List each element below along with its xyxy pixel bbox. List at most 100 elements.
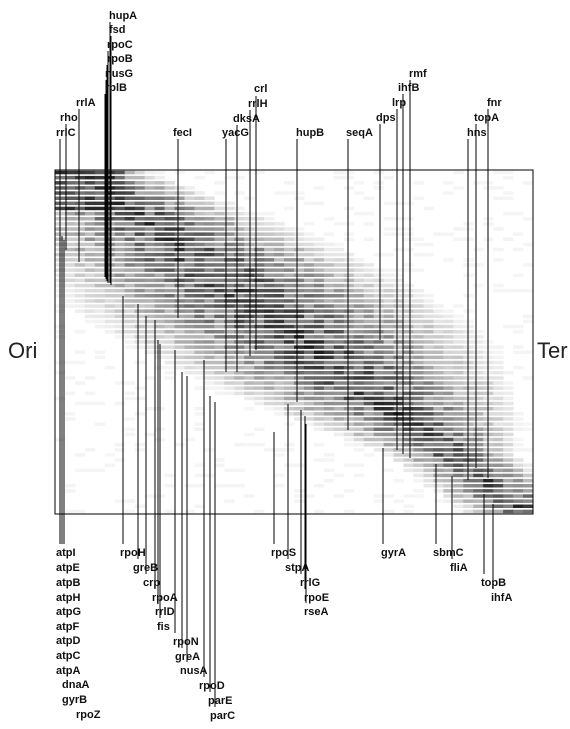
heatmap-cell	[204, 294, 215, 298]
heatmap-cell	[423, 386, 434, 390]
heatmap-cell	[363, 319, 375, 324]
heatmap-cell	[513, 437, 524, 442]
heatmap-cell	[433, 350, 444, 354]
heatmap-cell	[74, 401, 86, 406]
heatmap-cell	[65, 181, 76, 185]
heatmap-cell	[234, 258, 245, 262]
heatmap-cell	[353, 299, 365, 303]
heatmap-cell	[383, 401, 394, 406]
gene-label-rpoS: rpoS	[271, 547, 296, 559]
heatmap-cell	[373, 407, 385, 411]
heatmap-cell	[333, 330, 345, 334]
heatmap-cell	[174, 237, 185, 241]
heatmap-cell	[363, 324, 375, 329]
heatmap-cell	[294, 283, 305, 288]
heatmap-cell	[194, 330, 205, 334]
heatmap-cell	[214, 294, 225, 298]
heatmap-cell	[114, 222, 126, 226]
heatmap-cell	[513, 448, 524, 452]
heatmap-cell	[234, 360, 245, 365]
heatmap-cell	[304, 299, 315, 303]
heatmap-cell	[343, 437, 355, 442]
heatmap-cell	[214, 206, 225, 211]
heatmap-cell	[403, 263, 414, 267]
heatmap-cell	[134, 186, 146, 190]
heatmap-cell	[154, 191, 165, 195]
heatmap-cell	[264, 376, 275, 380]
heatmap-cell	[234, 335, 245, 339]
heatmap-cell	[194, 283, 205, 288]
heatmap-cell	[313, 324, 325, 329]
heatmap-cell	[433, 468, 444, 473]
heatmap-cell	[313, 283, 325, 288]
heatmap-cell	[134, 237, 146, 241]
heatmap-cell	[393, 407, 404, 411]
gene-label-hupB: hupB	[296, 127, 324, 139]
heatmap-cell	[254, 324, 265, 329]
heatmap-cell	[343, 206, 355, 211]
heatmap-cell	[373, 396, 385, 401]
heatmap-cell	[214, 237, 225, 241]
heatmap-cell	[343, 170, 355, 175]
heatmap-cell	[204, 360, 215, 365]
heatmap-cell	[403, 247, 414, 252]
heatmap-cell	[224, 242, 235, 247]
heatmap-cell	[184, 217, 195, 221]
heatmap-cell	[323, 360, 335, 365]
heatmap-cell	[234, 268, 245, 272]
heatmap-cell	[224, 319, 235, 324]
heatmap-cell	[433, 453, 444, 457]
heatmap-cell	[503, 324, 514, 329]
heatmap-cell	[294, 499, 305, 503]
gene-label-nusA: nusA	[180, 665, 208, 677]
heatmap-cell	[493, 365, 504, 370]
heatmap-cell	[84, 468, 96, 473]
heatmap-cell	[423, 309, 434, 313]
heatmap-cell	[224, 294, 235, 298]
heatmap-cell	[234, 350, 245, 354]
heatmap-cell	[184, 340, 195, 344]
ori-label: Ori	[8, 338, 37, 363]
heatmap-cell	[214, 304, 225, 308]
heatmap-cell	[244, 283, 255, 288]
heatmap-cell	[224, 499, 235, 503]
heatmap-cell	[343, 365, 355, 370]
heatmap-cell	[473, 499, 484, 503]
heatmap-cell	[433, 422, 444, 426]
heatmap-cell	[393, 432, 404, 437]
heatmap-cell	[403, 396, 414, 401]
heatmap-cell	[353, 448, 365, 452]
heatmap-cell	[304, 376, 315, 380]
heatmap-cell	[144, 283, 155, 288]
heatmap-cell	[413, 355, 424, 360]
heatmap-cell	[284, 381, 295, 385]
heatmap-cell	[114, 191, 126, 195]
heatmap-cell	[353, 371, 365, 375]
heatmap-cell	[194, 237, 205, 241]
heatmap-cell	[124, 330, 136, 334]
heatmap-cell	[204, 237, 215, 241]
heatmap-cell	[523, 422, 534, 426]
heatmap-cell	[333, 401, 345, 406]
heatmap-cell	[264, 350, 275, 354]
heatmap-cell	[453, 437, 464, 442]
heatmap-cell	[244, 391, 255, 396]
heatmap-cell	[423, 324, 434, 329]
heatmap-cell	[114, 196, 126, 200]
heatmap-cell	[323, 371, 335, 375]
heatmap-cell	[104, 314, 116, 319]
heatmap-cell	[204, 227, 215, 231]
gene-label-greA: greA	[175, 651, 200, 663]
heatmap-cell	[433, 396, 444, 401]
heatmap-cell	[453, 340, 464, 344]
heatmap-cell	[224, 237, 235, 241]
heatmap-cell	[214, 340, 225, 344]
heatmap-cell	[343, 175, 355, 180]
heatmap-cell	[503, 381, 514, 385]
gene-label-parC: parC	[210, 710, 235, 722]
heatmap-cell	[74, 201, 86, 206]
heatmap-cell	[274, 360, 285, 365]
heatmap-cell	[473, 427, 484, 431]
heatmap-cell	[503, 489, 514, 493]
heatmap-cell	[144, 222, 155, 226]
